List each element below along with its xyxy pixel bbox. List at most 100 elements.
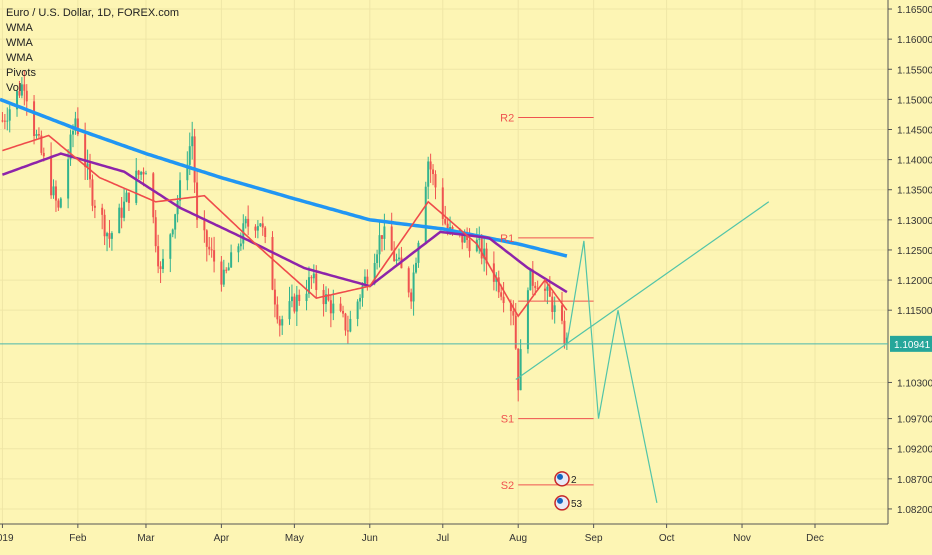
candle-body <box>543 288 546 291</box>
candle-body <box>244 218 247 224</box>
candle <box>305 279 308 311</box>
indicators <box>0 97 568 318</box>
candle <box>560 291 563 325</box>
price-axis[interactable] <box>888 0 932 550</box>
wma-mid-line[interactable] <box>1 152 568 294</box>
candle <box>159 261 162 284</box>
last-price-label: 1.10941 <box>894 340 931 351</box>
legend-item-pivots[interactable]: Pivots <box>6 67 36 79</box>
candle-body <box>261 223 264 228</box>
event-marker[interactable]: 2 <box>554 471 577 487</box>
candle <box>466 227 469 249</box>
candle-body <box>509 302 512 312</box>
candle <box>37 127 40 140</box>
candle <box>278 315 281 337</box>
candle <box>6 107 9 131</box>
candle-body <box>259 223 262 227</box>
wma-fast-line[interactable] <box>2 134 568 318</box>
candle-body <box>298 294 301 302</box>
symbol-title[interactable]: Euro / U.S. Dollar, 1D, FOREX.com <box>6 7 179 19</box>
candle <box>312 264 315 284</box>
candle-body <box>23 84 26 91</box>
candle <box>127 192 130 212</box>
candle-body <box>186 164 189 181</box>
candle <box>103 209 106 246</box>
drawings: 1.10941 R2 R1 S1 S2 2 53 <box>0 112 932 511</box>
candle-body <box>529 269 532 291</box>
candle-body <box>290 296 293 302</box>
candle-body <box>247 218 250 227</box>
candle-body <box>54 186 57 201</box>
candle <box>376 249 379 270</box>
candle-body <box>497 277 500 293</box>
candle-body <box>25 90 28 102</box>
candle-body <box>91 179 94 206</box>
candle <box>378 220 381 268</box>
candle-body <box>424 186 427 243</box>
candle <box>271 231 274 291</box>
legend-item-wma-1[interactable]: WMA <box>6 22 33 34</box>
candle <box>407 266 410 298</box>
candle-body <box>35 134 38 137</box>
event-flag-dot <box>556 497 563 504</box>
candle <box>519 339 522 391</box>
candle-body <box>502 296 505 303</box>
y-tick-label: 1.12000 <box>897 276 932 287</box>
candle-body <box>154 217 157 247</box>
candle <box>417 240 420 268</box>
candle <box>432 164 435 186</box>
candle <box>342 305 345 318</box>
candle <box>101 203 104 230</box>
candle <box>154 210 157 253</box>
candle <box>125 190 128 203</box>
candle-body <box>417 242 420 263</box>
candle <box>50 142 53 199</box>
candle <box>179 172 182 208</box>
candle <box>162 249 165 274</box>
event-count: 53 <box>571 499 583 510</box>
candle-body <box>373 262 376 284</box>
candle-body <box>342 310 345 314</box>
candle <box>137 169 140 180</box>
candle <box>152 171 155 224</box>
candle <box>512 300 515 326</box>
candle-body <box>410 292 413 302</box>
candle-body <box>312 273 315 279</box>
candle <box>346 315 349 344</box>
candle-body <box>74 118 77 131</box>
candle <box>57 198 60 211</box>
candle-body <box>137 170 140 175</box>
projection-path[interactable] <box>566 240 658 504</box>
candle-body <box>407 268 410 293</box>
candle-body <box>120 207 123 218</box>
candle <box>244 216 247 229</box>
candle-body <box>188 146 191 165</box>
candle-body <box>33 101 36 137</box>
candle-body <box>526 290 529 350</box>
legend-item-wma-3[interactable]: WMA <box>6 52 33 64</box>
legend-item-vol[interactable]: Vol <box>6 82 22 94</box>
candle <box>74 111 77 135</box>
y-tick-label: 1.11500 <box>897 306 932 317</box>
candle <box>225 267 228 274</box>
candle-body <box>395 259 398 261</box>
candle-body <box>315 273 318 290</box>
candle <box>395 253 398 266</box>
trend-line[interactable] <box>515 201 770 380</box>
time-axis[interactable] <box>0 524 888 550</box>
candle-body <box>356 301 359 319</box>
candle-body <box>174 214 177 230</box>
y-tick-label: 1.09700 <box>897 415 932 426</box>
legend-item-wma-2[interactable]: WMA <box>6 37 33 49</box>
candle-body <box>478 238 481 240</box>
candle <box>325 286 328 312</box>
candle <box>18 80 21 98</box>
candle-body <box>205 230 208 247</box>
event-marker[interactable]: 53 <box>554 495 583 511</box>
candle <box>91 174 94 212</box>
candle-body <box>127 192 130 203</box>
y-tick-label: 1.16000 <box>897 35 932 46</box>
candle-body <box>162 258 165 270</box>
